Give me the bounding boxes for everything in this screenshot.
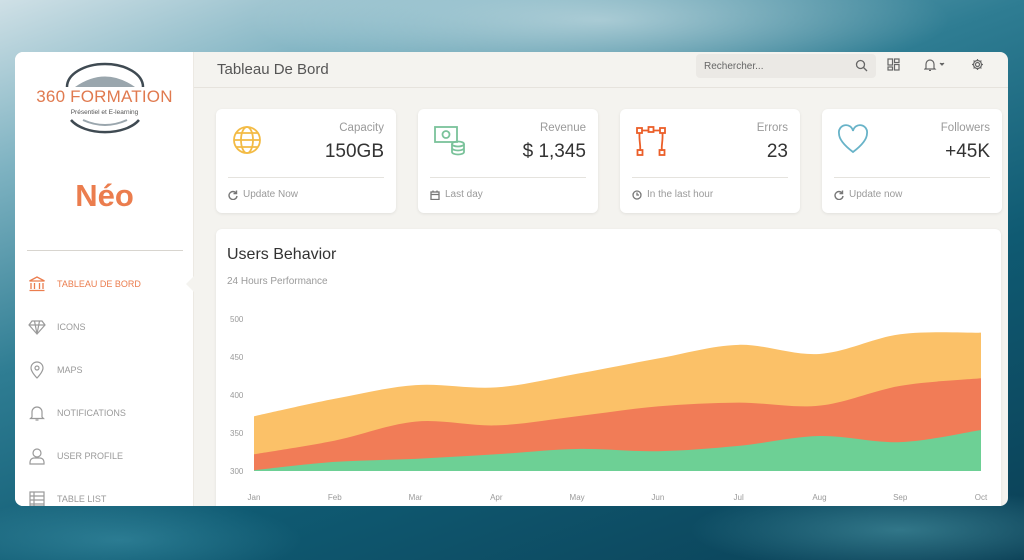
x-tick-label: Mar — [409, 493, 423, 502]
stat-card-revenue: Revenue $ 1,345 Last day — [418, 109, 598, 213]
table-icon — [27, 489, 47, 506]
sidebar-divider — [27, 250, 183, 251]
x-tick-label: Sep — [893, 493, 908, 502]
user-icon — [27, 446, 47, 466]
main-content: Tableau De Bord Capacity 150 — [194, 52, 1008, 506]
users-behavior-chart: 300 350 400 450 500 Jan Feb Mar Apr May Jun Jul Aug S… — [230, 315, 988, 502]
gear-icon[interactable] — [971, 58, 984, 76]
chart-title: Users Behavior — [227, 246, 337, 263]
sidebar: 360 FORMATION Présentiel et E-learning N… — [15, 52, 195, 506]
sidebar-item-notifications[interactable]: NOTIFICATIONS — [15, 391, 194, 434]
map-pin-icon — [27, 360, 47, 380]
stat-divider — [834, 177, 990, 178]
page-title: Tableau De Bord — [217, 61, 329, 78]
y-tick-label: 350 — [230, 429, 244, 438]
x-tick-label: Jun — [651, 493, 664, 502]
stat-label: Errors — [756, 122, 788, 134]
sidebar-item-label: NOTIFICATIONS — [57, 407, 126, 418]
sidebar-item-label: TABLEAU DE BORD — [57, 278, 141, 289]
calendar-icon — [430, 190, 440, 200]
app-window: 360 FORMATION Présentiel et E-learning N… — [15, 52, 1008, 506]
x-tick-label: Oct — [975, 493, 988, 502]
logo-subtitle: Présentiel et E-learning — [70, 109, 139, 116]
y-tick-label: 300 — [230, 467, 244, 476]
stat-card-errors: Errors 23 In the last hour — [620, 109, 800, 213]
x-tick-label: Jul — [734, 493, 744, 502]
sidebar-item-label: MAPS — [57, 364, 83, 375]
sidebar-item-label: ICONS — [57, 321, 86, 332]
bell-icon[interactable] — [923, 58, 946, 76]
globe-icon — [231, 124, 263, 161]
stat-divider — [228, 177, 384, 178]
search-input[interactable] — [696, 60, 846, 72]
stat-label: Followers — [940, 122, 990, 134]
logo-title: 360 FORMATION — [36, 87, 173, 106]
diamond-icon — [27, 317, 47, 337]
stat-divider — [430, 177, 586, 178]
stat-value: 150GB — [324, 141, 384, 162]
sidebar-item-tableau-de-bord[interactable]: TABLEAU DE BORD — [15, 262, 195, 305]
y-tick-label: 450 — [230, 353, 244, 362]
search-box — [696, 54, 876, 78]
stat-footer-text: Update Now — [243, 189, 299, 200]
money-icon — [433, 124, 467, 161]
sidebar-item-user-profile[interactable]: USER PROFILE — [15, 434, 194, 477]
stat-card-capacity: Capacity 150GB Update Now — [216, 109, 396, 213]
stat-value: $ 1,345 — [522, 141, 586, 162]
refresh-icon — [834, 190, 844, 200]
sidebar-nav: TABLEAU DE BORD ICONS MAPS NOTIFICATIONS — [15, 262, 195, 506]
stat-footer[interactable]: Update now — [834, 189, 902, 200]
stat-footer[interactable]: Update Now — [228, 189, 298, 200]
x-tick-label: Aug — [812, 493, 826, 502]
chart-subtitle: 24 Hours Performance — [227, 276, 328, 287]
stat-footer-text: Last day — [445, 189, 483, 200]
sidebar-item-table-list[interactable]: TABLE LIST — [15, 477, 194, 506]
stat-label: Capacity — [339, 122, 384, 134]
stat-footer[interactable]: In the last hour — [632, 189, 713, 200]
sidebar-item-label: TABLE LIST — [57, 493, 107, 504]
bank-icon — [27, 274, 47, 294]
clock-icon — [632, 189, 642, 200]
stat-label: Revenue — [539, 122, 586, 134]
y-tick-label: 500 — [230, 315, 244, 324]
x-tick-label: May — [570, 493, 585, 502]
search-icon[interactable] — [855, 59, 868, 77]
heart-icon — [837, 124, 869, 161]
sidebar-item-icons[interactable]: ICONS — [15, 305, 194, 348]
stat-card-followers: Followers +45K Update now — [822, 109, 1002, 213]
brand-name: Néo — [75, 178, 134, 213]
x-tick-label: Feb — [328, 493, 342, 502]
refresh-icon — [228, 190, 238, 200]
dashboard-icon[interactable] — [887, 58, 900, 76]
topbar: Tableau De Bord — [194, 52, 1008, 88]
stat-value: 23 — [766, 141, 788, 162]
area-series-3 — [254, 429, 981, 471]
stat-footer-text: Update now — [849, 189, 903, 200]
vector-icon — [635, 124, 667, 161]
stat-footer-text: In the last hour — [647, 189, 714, 200]
logo — [15, 60, 194, 142]
sidebar-item-maps[interactable]: MAPS — [15, 348, 194, 391]
stat-footer[interactable]: Last day — [430, 189, 483, 200]
chart-card: Users Behavior 24 Hours Performance 300 3… — [216, 229, 1001, 506]
stat-divider — [632, 177, 788, 178]
x-tick-label: Apr — [490, 493, 503, 502]
sidebar-item-label: USER PROFILE — [57, 450, 124, 461]
x-tick-label: Jan — [248, 493, 261, 502]
y-tick-label: 400 — [230, 391, 244, 400]
bell-icon — [27, 403, 47, 423]
stat-value: +45K — [945, 141, 990, 162]
